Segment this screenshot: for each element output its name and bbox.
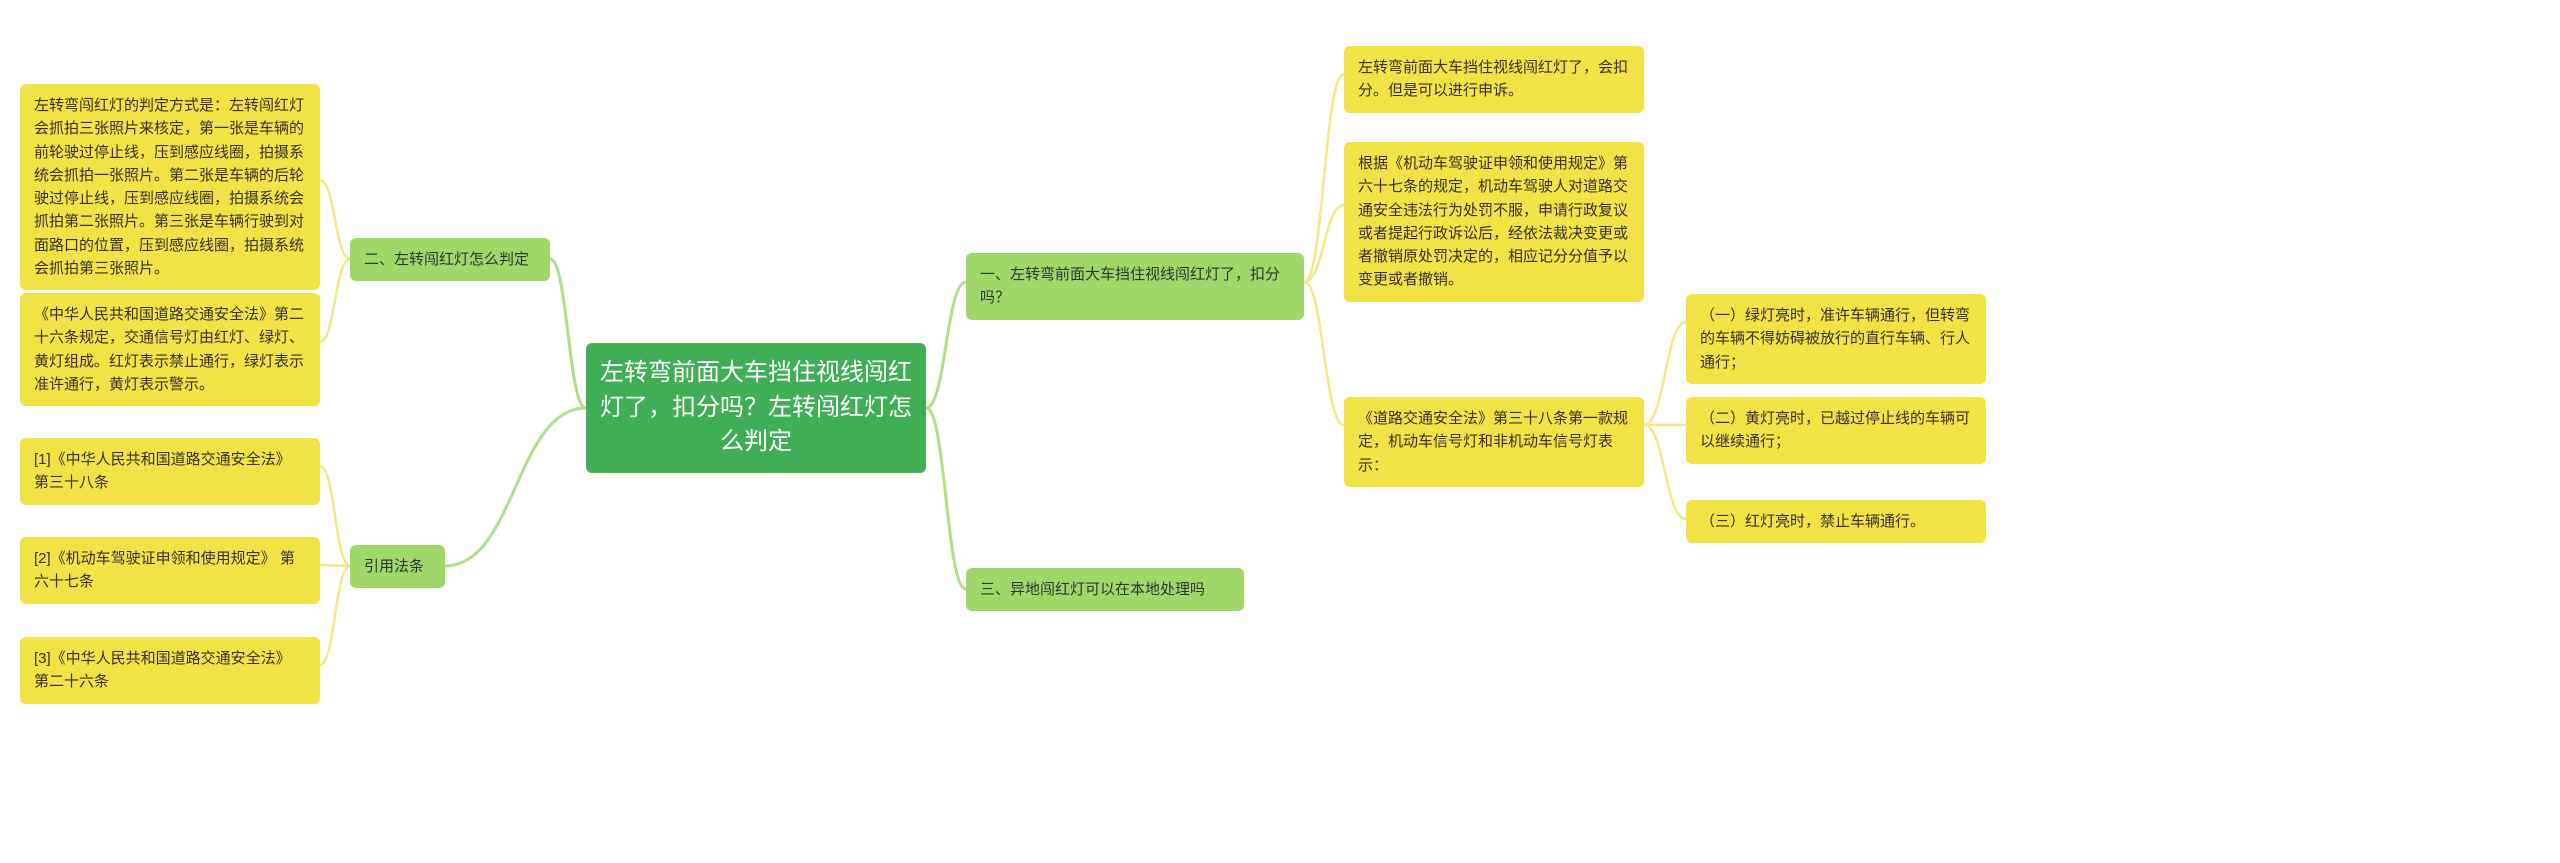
leaf-s3: （三）红灯亮时，禁止车辆通行。 (1686, 500, 1986, 543)
leaf-llaw3: [3]《中华人民共和国道路交通安全法》 第二十六条 (20, 637, 320, 704)
branch-b2: 二、左转闯红灯怎么判定 (350, 238, 550, 281)
branch-b1: 一、左转弯前面大车挡住视线闯红灯了，扣分吗？ (966, 253, 1304, 320)
leaf-l2b: 《中华人民共和国道路交通安全法》第二十六条规定，交通信号灯由红灯、绿灯、黄灯组成… (20, 293, 320, 406)
leaf-l1c: 《道路交通安全法》第三十八条第一款规定，机动车信号灯和非机动车信号灯表示： (1344, 397, 1644, 487)
leaf-llaw2: [2]《机动车驾驶证申领和使用规定》 第六十七条 (20, 537, 320, 604)
connector-layer (0, 0, 2560, 863)
leaf-s1: （一）绿灯亮时，准许车辆通行，但转弯的车辆不得妨碍被放行的直行车辆、行人通行； (1686, 294, 1986, 384)
leaf-l1b: 根据《机动车驾驶证申领和使用规定》第六十七条的规定，机动车驾驶人对道路交通安全违… (1344, 142, 1644, 302)
leaf-l2a: 左转弯闯红灯的判定方式是：左转闯红灯会抓拍三张照片来核定，第一张是车辆的前轮驶过… (20, 84, 320, 290)
root-node: 左转弯前面大车挡住视线闯红灯了，扣分吗？左转闯红灯怎么判定 (586, 343, 926, 473)
leaf-llaw1: [1]《中华人民共和国道路交通安全法》 第三十八条 (20, 438, 320, 505)
leaf-s2: （二）黄灯亮时，已越过停止线的车辆可以继续通行； (1686, 397, 1986, 464)
branch-b3: 三、异地闯红灯可以在本地处理吗 (966, 568, 1244, 611)
branch-bLaw: 引用法条 (350, 545, 445, 588)
leaf-l1a: 左转弯前面大车挡住视线闯红灯了，会扣分。但是可以进行申诉。 (1344, 46, 1644, 113)
